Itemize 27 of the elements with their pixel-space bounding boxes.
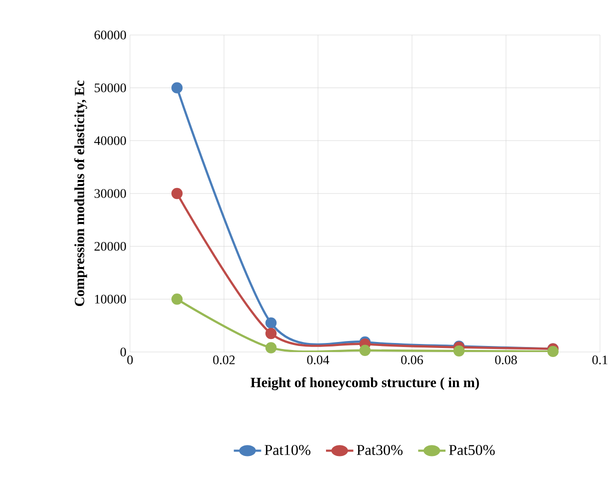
point [547, 346, 559, 358]
x-tick-label: 0.02 [213, 356, 235, 364]
x-axis-title: Height of honeycomb structure ( in m) [250, 377, 479, 390]
x-tick-label: 0 [127, 356, 133, 364]
y-tick-label: 10000 [95, 294, 126, 304]
y-tick-label: 50000 [94, 83, 126, 92]
legend-label: Pat30% [356, 444, 403, 456]
y-tick-label: 30000 [94, 189, 126, 198]
point [171, 82, 183, 94]
x-tick-label: 0.1 [592, 356, 608, 364]
point [359, 344, 371, 356]
y-tick-label: 20000 [94, 242, 126, 251]
x-tick-label: 0.04 [307, 356, 330, 364]
y-tick-label: 0 [120, 348, 126, 356]
y-tick-label: 40000 [94, 136, 126, 146]
y-tick-label: 60000 [94, 30, 126, 40]
y-axis-title: Compression modulus of elasticity, Ec [74, 80, 88, 306]
point [265, 342, 277, 354]
point [171, 294, 183, 305]
point [453, 345, 465, 357]
point [171, 188, 183, 200]
point [265, 317, 277, 329]
x-tick-label: 0.08 [495, 356, 517, 364]
x-tick-label: 0.06 [401, 356, 423, 364]
legend-label: Pat10% [264, 444, 310, 456]
point [265, 328, 277, 340]
legend-label: Pat50% [449, 444, 495, 456]
